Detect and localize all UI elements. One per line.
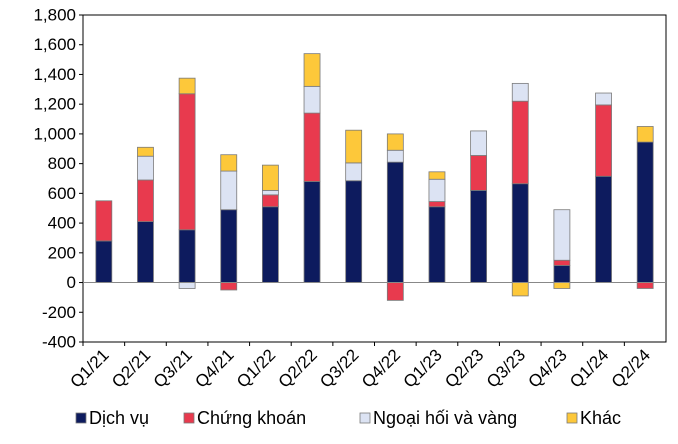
bar-segment bbox=[553, 259, 571, 266]
legend-label: Ngoại hối và vàng bbox=[373, 408, 517, 428]
bar-segment bbox=[470, 155, 488, 191]
x-tick-label: Q4/22 bbox=[358, 345, 404, 391]
x-tick-label: Q1/24 bbox=[566, 345, 612, 391]
y-tick-label: -400 bbox=[42, 333, 76, 352]
x-tick-label: Q4/23 bbox=[525, 345, 571, 391]
y-tick-label: 0 bbox=[67, 273, 76, 292]
bar-segment bbox=[178, 229, 196, 283]
bar-segment bbox=[345, 129, 363, 164]
x-tick-label: Q1/23 bbox=[400, 345, 446, 391]
bar-segment bbox=[261, 164, 279, 191]
y-tick-label: 800 bbox=[48, 154, 76, 173]
bar-segment bbox=[470, 130, 488, 156]
bar-segment bbox=[178, 93, 196, 231]
bar-segment bbox=[220, 209, 238, 283]
legend-swatch bbox=[183, 412, 195, 424]
bar-segment bbox=[261, 189, 279, 196]
y-tick-label: 400 bbox=[48, 214, 76, 233]
bar-segment bbox=[595, 175, 612, 283]
x-tick-label: Q1/22 bbox=[233, 345, 279, 391]
bar-segment bbox=[428, 206, 446, 283]
bar-segment bbox=[95, 200, 113, 242]
bar-segment bbox=[595, 92, 612, 106]
bar-segment bbox=[470, 189, 488, 283]
x-tick-label: Q2/24 bbox=[608, 345, 654, 391]
bar-segment bbox=[137, 221, 154, 283]
x-tick-label: Q3/22 bbox=[316, 345, 362, 391]
bar-segment bbox=[511, 100, 529, 185]
bar-segment bbox=[303, 112, 321, 182]
bar-segment bbox=[137, 179, 154, 223]
x-tick-label: Q4/21 bbox=[191, 345, 237, 391]
bar-segment bbox=[428, 171, 446, 180]
bar-segment bbox=[553, 265, 571, 283]
bar-segment bbox=[303, 53, 321, 87]
x-tick-label: Q2/22 bbox=[275, 345, 321, 391]
bar-segment bbox=[553, 209, 571, 261]
bar-segment bbox=[261, 206, 279, 283]
bar-segment bbox=[345, 162, 363, 182]
x-tick-label: Q3/21 bbox=[150, 345, 196, 391]
bar-segment bbox=[345, 180, 363, 283]
plot-area bbox=[95, 53, 654, 301]
bar-segment bbox=[137, 146, 154, 157]
legend: Dịch vụ Chứng khoán Ngoại hối và vàng Khác bbox=[75, 408, 621, 428]
bar-segment bbox=[511, 282, 529, 297]
bar-segment bbox=[386, 149, 404, 163]
legend-swatch bbox=[359, 412, 371, 424]
bar-segment bbox=[303, 85, 321, 114]
bar-segment bbox=[220, 282, 238, 291]
y-tick-label: 1,400 bbox=[33, 65, 76, 84]
legend-swatch bbox=[75, 412, 87, 424]
bar-segment bbox=[636, 126, 654, 143]
bar-segment bbox=[178, 282, 196, 289]
plot-frame bbox=[82, 14, 667, 343]
legend-label: Chứng khoán bbox=[197, 408, 306, 428]
legend-label: Dịch vụ bbox=[89, 408, 149, 428]
x-tick-label: Q1/21 bbox=[66, 345, 112, 391]
bar-segment bbox=[595, 104, 612, 177]
x-tick-label: Q3/23 bbox=[483, 345, 529, 391]
x-tick-label: Q2/23 bbox=[441, 345, 487, 391]
bar-segment bbox=[428, 201, 446, 208]
y-tick-label: 1,200 bbox=[33, 95, 76, 114]
y-tick-label: 1,000 bbox=[33, 124, 76, 143]
legend-swatch bbox=[566, 412, 578, 424]
bar-segment bbox=[137, 155, 154, 181]
bar-segment bbox=[511, 82, 529, 102]
y-tick-label: -200 bbox=[42, 303, 76, 322]
y-tick-label: 1,600 bbox=[33, 35, 76, 54]
bar-segment bbox=[220, 170, 238, 211]
bar-segment bbox=[553, 282, 571, 289]
legend-label: Khác bbox=[580, 408, 621, 428]
bar-segment bbox=[636, 282, 654, 289]
bar-segment bbox=[303, 181, 321, 283]
bar-segment bbox=[386, 133, 404, 151]
bar-segment bbox=[511, 183, 529, 283]
bar-segment bbox=[178, 77, 196, 95]
bar-segment bbox=[386, 282, 404, 301]
bar-segment bbox=[386, 161, 404, 283]
bar-segment bbox=[636, 141, 654, 283]
x-tick-label: Q2/21 bbox=[108, 345, 154, 391]
bar-segment bbox=[261, 194, 279, 208]
bar-segment bbox=[220, 154, 238, 172]
y-tick-label: 1,800 bbox=[33, 6, 76, 25]
y-tick-label: 200 bbox=[48, 243, 76, 262]
bar-segment bbox=[95, 240, 113, 283]
bar-segment bbox=[428, 178, 446, 202]
y-tick-label: 600 bbox=[48, 184, 76, 203]
